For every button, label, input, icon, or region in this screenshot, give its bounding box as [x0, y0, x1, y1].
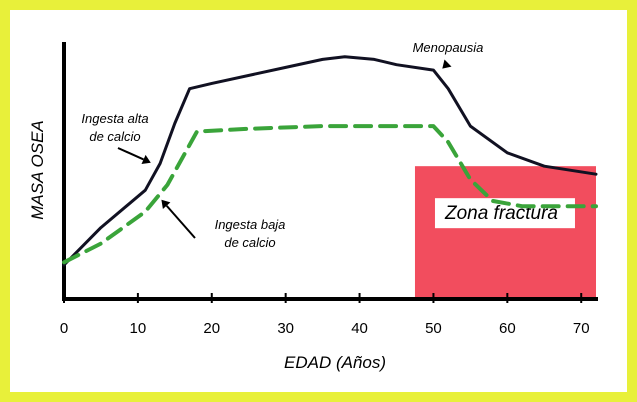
- x-tick-label: 0: [60, 320, 68, 337]
- annotation-high-calcium-text: Ingesta alta: [81, 111, 148, 126]
- annotation-low-calcium-arrowhead: [161, 199, 171, 209]
- x-tick-label: 50: [425, 320, 442, 337]
- series-line-high-calcium: [62, 55, 598, 267]
- series-line-low-calcium: [62, 124, 598, 265]
- annotation-low-calcium-arrow: [165, 205, 196, 239]
- fracture-zone: [414, 166, 596, 297]
- x-tick-label: 30: [277, 320, 294, 337]
- x-tick-label: 70: [573, 320, 590, 337]
- y-axis-title: MASA OSEA: [28, 120, 47, 220]
- x-tick-label: 40: [351, 320, 368, 337]
- annotation-low-calcium-text: Ingesta baja: [215, 217, 286, 232]
- annotation-high-calcium-text: de calcio: [89, 129, 140, 144]
- x-axis-title: EDAD (Años): [284, 353, 386, 372]
- fracture-zone-label: Zona fractura: [444, 203, 558, 224]
- annotation-menopause-arrowhead: [442, 59, 452, 69]
- chart-frame: Zona fractura 0 10 20 30 40 50 60 70 Ingesta al…: [10, 10, 627, 392]
- annotation-high-calcium-arrow: [117, 147, 144, 161]
- x-tick-label: 60: [499, 320, 516, 337]
- bone-mass-chart: Zona fractura 0 10 20 30 40 50 60 70 Ingesta al…: [28, 40, 598, 372]
- x-tick-label: 10: [130, 320, 147, 337]
- annotation-menopause-text: Menopausia: [413, 40, 484, 55]
- x-tick-label: 20: [203, 320, 220, 337]
- annotation-low-calcium-text: de calcio: [224, 235, 275, 250]
- annotation-high-calcium-arrowhead: [141, 154, 151, 164]
